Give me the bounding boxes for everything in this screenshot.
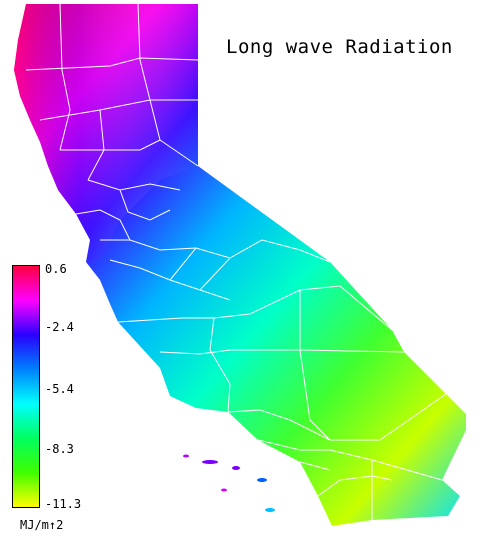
legend-tick-4: -8.3 [45,442,74,456]
map-title: Long wave Radiation [226,36,453,58]
legend-tick-3: -5.4 [45,382,74,396]
color-scale-bar [12,265,40,508]
legend-tick-2: -2.4 [45,320,74,334]
legend-tick-max: 0.6 [45,262,67,276]
legend-tick-min: -11.3 [45,497,82,511]
channel-islands [183,454,275,512]
county-boundaries [25,3,447,520]
legend-unit-label: MJ/m↑2 [20,518,64,532]
